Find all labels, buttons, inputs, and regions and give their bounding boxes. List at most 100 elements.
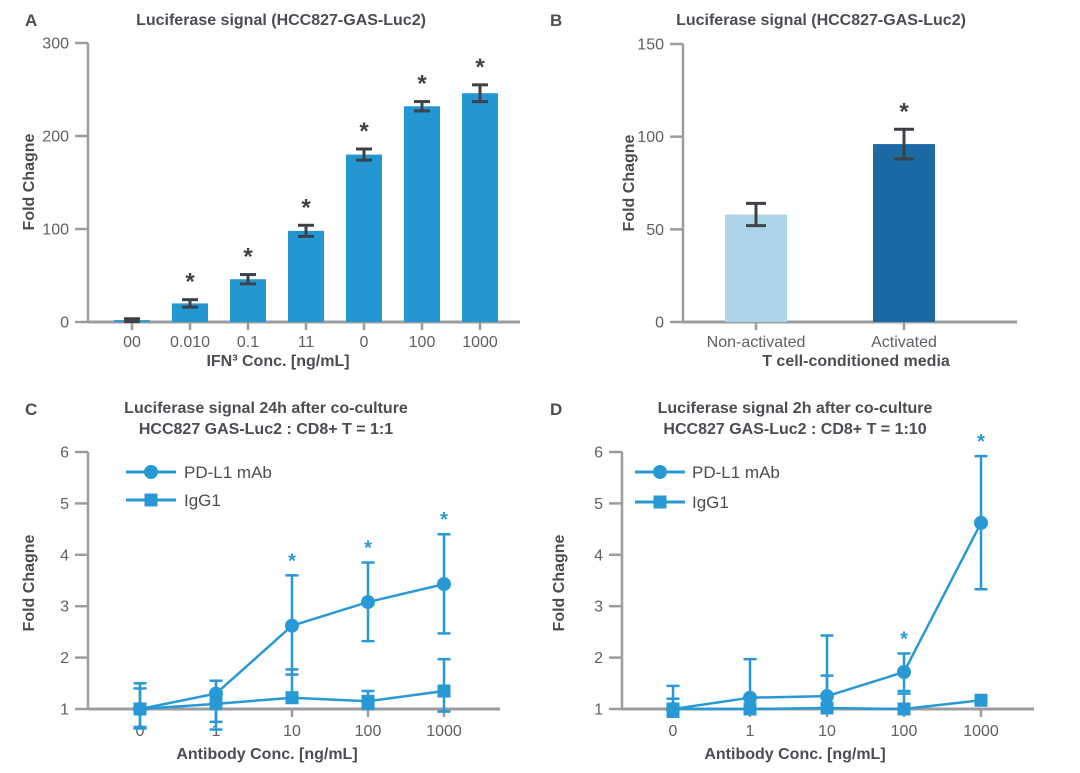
y-tick-label: 1 (594, 702, 603, 719)
x-category-label: 1000 (462, 334, 498, 351)
x-category-label: Non-activated (707, 334, 806, 351)
bar (404, 106, 440, 323)
data-point-circle (437, 577, 451, 592)
y-tick-label: 100 (42, 222, 69, 239)
data-point-circle (285, 618, 299, 633)
panel-a-xlabel: IFN³ Conc. [ng/mL] (206, 353, 350, 370)
legend-label: IgG1 (184, 491, 221, 510)
data-point-square (666, 702, 680, 716)
significance-asterisk: * (301, 194, 311, 221)
legend-square-marker (653, 495, 667, 509)
x-category-label: 00 (123, 334, 141, 351)
data-point-square (209, 697, 223, 711)
y-tick-label: 5 (594, 496, 603, 513)
data-point-square (820, 701, 834, 715)
data-point-square (285, 691, 299, 705)
data-point-square (133, 702, 147, 716)
bar (725, 214, 787, 322)
x-category-label: 1000 (426, 723, 462, 740)
y-tick-label: 1 (60, 702, 69, 719)
legend-label: PD-L1 mAb (184, 463, 272, 482)
legend-circle-marker (144, 465, 158, 479)
panel-a-title: Luciferase signal (HCC827-GAS-Luc2) (136, 12, 426, 29)
panel-c-subtitle: HCC827 GAS-Luc2 : CD8+ T = 1:1 (138, 421, 394, 438)
panel-c: C Luciferase signal 24h after co-culture… (0, 390, 540, 773)
x-category-label: 1 (746, 723, 755, 740)
significance-asterisk: * (364, 538, 372, 560)
data-point-square (361, 694, 375, 708)
legend-label: PD-L1 mAb (692, 463, 780, 482)
panel-a-letter: A (25, 11, 38, 30)
y-tick-label: 3 (594, 599, 603, 616)
data-point-circle (820, 689, 834, 704)
x-category-label: 100 (409, 334, 436, 351)
data-point-circle (209, 686, 223, 701)
data-point-square (743, 702, 757, 716)
panel-b-chart: 0 50 100 150 Non-activated Activated * (637, 37, 1017, 351)
bar (346, 154, 382, 322)
y-tick-label: 5 (60, 496, 69, 513)
y-tick-label: 50 (646, 222, 664, 239)
significance-asterisk: * (359, 118, 369, 145)
panel-b-letter: B (550, 11, 563, 30)
y-tick-label: 6 (60, 445, 69, 462)
x-category-label: 10 (818, 723, 836, 740)
data-point-circle (361, 595, 375, 610)
panel-d: D Luciferase signal 2h after co-culture … (540, 390, 1080, 773)
bar (288, 230, 324, 322)
significance-asterisk: * (977, 431, 985, 453)
panel-d-letter: D (550, 400, 563, 419)
data-point-circle (743, 690, 757, 705)
significance-asterisk: * (899, 98, 909, 125)
panel-c-title: Luciferase signal 24h after co-culture (124, 400, 408, 417)
panel-c-xlabel: Antibody Conc. [ng/mL] (176, 746, 358, 763)
y-tick-label: 2 (594, 650, 603, 667)
x-category-label: 100 (355, 723, 382, 740)
panel-d-title: Luciferase signal 2h after co-culture (657, 400, 933, 417)
x-category-label: 1 (212, 723, 221, 740)
y-tick-label: 3 (60, 599, 69, 616)
bar (172, 303, 208, 322)
panel-c-chart: 1 2 3 4 5 6 0 1 10 100 1000 PD-L1 mAb IgG1 * * * (60, 445, 500, 740)
x-category-label: 10 (283, 723, 301, 740)
y-tick-label: 4 (594, 547, 603, 564)
y-tick-label: 6 (594, 445, 603, 462)
panel-b: B Luciferase signal (HCC827-GAS-Luc2) Fo… (540, 0, 1080, 390)
panel-b-title: Luciferase signal (HCC827-GAS-Luc2) (676, 12, 966, 29)
y-tick-label: 2 (60, 650, 69, 667)
significance-asterisk: * (900, 628, 908, 650)
significance-asterisk: * (185, 269, 195, 296)
significance-asterisk: * (288, 550, 296, 572)
x-category-label: 0.010 (170, 334, 210, 351)
x-category-label: 0 (136, 723, 145, 740)
significance-asterisk: * (243, 244, 253, 271)
significance-asterisk: * (417, 71, 427, 98)
panel-b-xlabel: T cell-conditioned media (762, 353, 950, 370)
panel-c-letter: C (25, 400, 38, 419)
x-category-label: 11 (298, 334, 315, 351)
y-tick-label: 300 (42, 36, 69, 53)
panel-d-xlabel: Antibody Conc. [ng/mL] (704, 746, 886, 763)
x-category-label: 1000 (963, 723, 999, 740)
panel-d-subtitle: HCC827 GAS-Luc2 : CD8+ T = 1:10 (663, 421, 927, 438)
y-tick-label: 0 (60, 315, 69, 332)
x-category-label: Activated (871, 334, 937, 351)
y-tick-label: 4 (60, 547, 69, 564)
x-category-label: 0.1 (237, 334, 259, 351)
panel-a-chart: 0 100 200 300 00 0.010 0.1 11 0 100 1000 * * * * * * (42, 36, 520, 351)
significance-asterisk: * (475, 54, 485, 81)
y-tick-label: 100 (637, 129, 664, 146)
y-tick-label: 150 (637, 37, 664, 54)
data-point-circle (897, 664, 911, 679)
panel-a: A Luciferase signal (HCC827-GAS-Luc2) Fo… (0, 0, 540, 390)
bar (462, 93, 498, 322)
x-category-label: 100 (891, 723, 918, 740)
legend-circle-marker (653, 465, 667, 479)
y-tick-label: 0 (655, 315, 664, 332)
y-tick-label: 200 (42, 129, 69, 146)
panel-d-chart: 1 2 3 4 5 6 0 1 10 100 1000 PD-L1 mAb IgG1 * * (594, 431, 1034, 740)
legend-square-marker (144, 493, 158, 507)
significance-asterisk: * (440, 509, 448, 531)
data-point-circle (974, 515, 988, 530)
